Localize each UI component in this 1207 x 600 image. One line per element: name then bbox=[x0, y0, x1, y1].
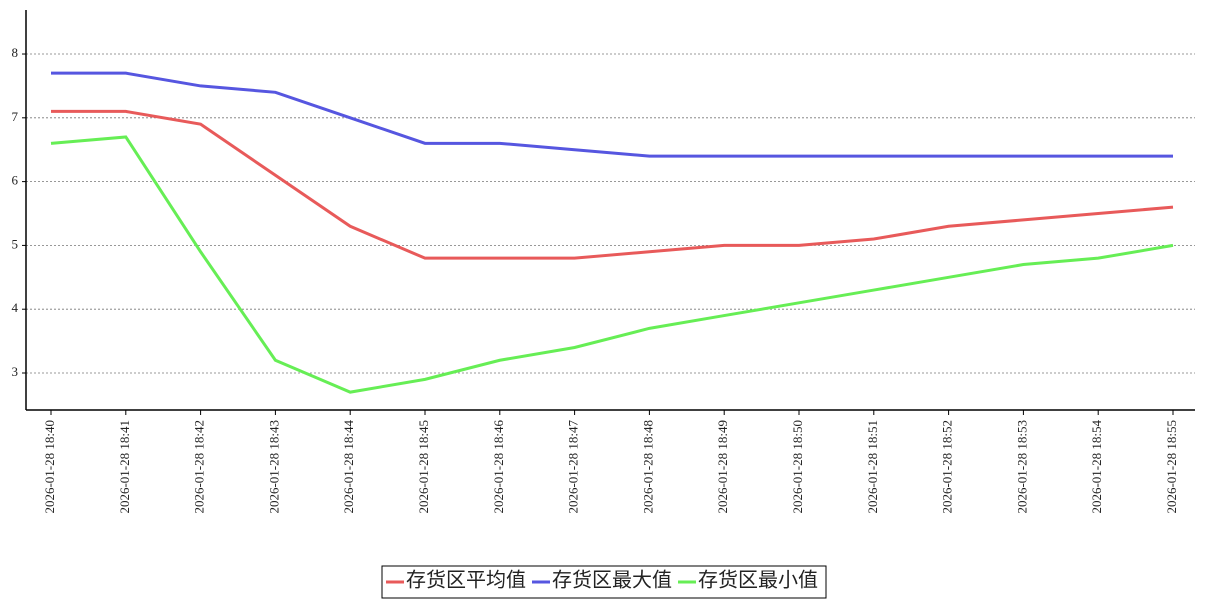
x-tick-label: 2026-01-28 18:51 bbox=[865, 420, 880, 514]
x-tick-label: 2026-01-28 18:42 bbox=[192, 420, 207, 514]
series-line bbox=[50, 135, 1174, 394]
x-tick-label: 2026-01-28 18:47 bbox=[566, 420, 581, 514]
y-tick-label: 4 bbox=[12, 300, 19, 315]
x-tick-label: 2026-01-28 18:49 bbox=[715, 420, 730, 514]
x-tick-label: 2026-01-28 18:43 bbox=[266, 420, 281, 514]
legend-box bbox=[381, 565, 827, 599]
legend-text: 存货区平均值 bbox=[406, 569, 526, 592]
x-tick-label: 2026-01-28 18:45 bbox=[416, 420, 431, 514]
x-tick-label: 2026-01-28 18:44 bbox=[341, 420, 356, 514]
x-tick-label: 2026-01-28 18:55 bbox=[1164, 420, 1179, 514]
x-tick-label: 2026-01-28 18:50 bbox=[790, 420, 805, 514]
legend-text: 存货区最小值 bbox=[698, 569, 818, 592]
series-line bbox=[51, 109, 1174, 260]
y-tick-label: 3 bbox=[12, 364, 19, 379]
legend-text: 存货区最大值 bbox=[552, 569, 672, 592]
y-tick-label: 8 bbox=[12, 45, 19, 60]
x-tick-label: 2026-01-28 18:54 bbox=[1089, 420, 1104, 514]
x-tick-label: 2026-01-28 18:52 bbox=[940, 420, 955, 514]
x-tick-label: 2026-01-28 18:46 bbox=[491, 420, 506, 514]
x-tick-label: 2026-01-28 18:48 bbox=[640, 420, 655, 514]
legend: 存货区平均值 存货区最大值 存货区最小值 bbox=[381, 565, 827, 599]
x-tick-label: 2026-01-28 18:53 bbox=[1014, 420, 1029, 514]
y-tick-label: 7 bbox=[12, 109, 19, 124]
x-tick-label: 2026-01-28 18:41 bbox=[117, 420, 132, 514]
x-tick-label: 2026-01-28 18:40 bbox=[42, 420, 57, 514]
y-tick-label: 5 bbox=[12, 236, 19, 251]
y-tick-label: 6 bbox=[12, 173, 19, 188]
series-line bbox=[51, 71, 1173, 158]
